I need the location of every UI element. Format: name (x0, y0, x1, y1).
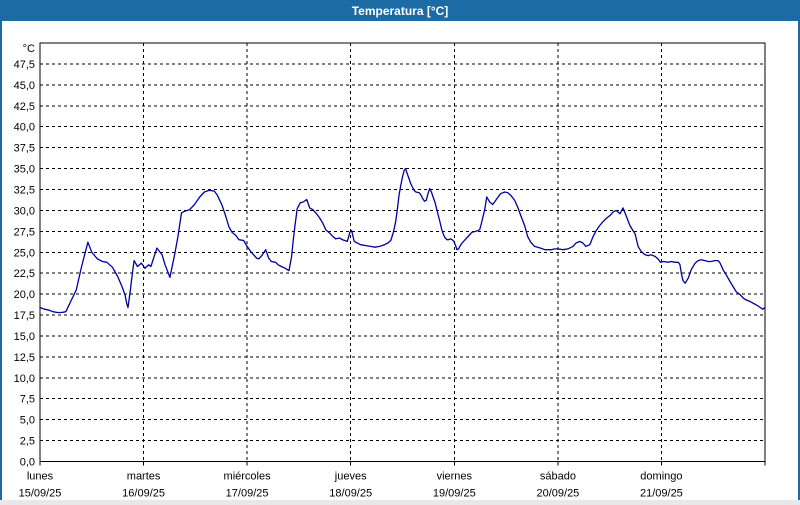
y-tick-label: 15,0 (14, 331, 35, 343)
y-tick-label: 12,5 (14, 352, 35, 364)
y-tick-label: 22,5 (14, 268, 35, 280)
x-day-label: domingo (640, 471, 682, 483)
y-tick-label: 35,0 (14, 164, 35, 176)
y-tick-label: 37,5 (14, 143, 35, 155)
y-tick-label: 40,0 (14, 122, 35, 134)
y-tick-label: 45,0 (14, 80, 35, 92)
y-tick-label: 30,0 (14, 205, 35, 217)
y-tick-label: 10,0 (14, 373, 35, 385)
x-date-label: 19/09/25 (433, 488, 476, 500)
x-day-label: sábado (540, 471, 576, 483)
window-title: Temperatura [°C] (351, 4, 449, 18)
temperature-chart: 47,5 45,0 42,5 40,0 37,5 35,0 32,5 30,0 27,5 25,0… (14, 42, 766, 500)
title-bar: Temperatura [°C] (2, 2, 798, 21)
y-tick-label: 0,0 (20, 457, 35, 469)
x-day-label: jueves (334, 471, 367, 483)
y-tick-label: 42,5 (14, 101, 35, 113)
y-tick-label: 27,5 (14, 226, 35, 238)
x-date-label: 16/09/25 (122, 488, 165, 500)
x-date-label: 18/09/25 (329, 488, 372, 500)
x-date-label: 20/09/25 (536, 488, 579, 500)
y-tick-label: 25,0 (14, 247, 35, 259)
y-tick-label: 5,0 (20, 415, 35, 427)
y-axis-unit-label: °C (23, 43, 35, 55)
x-date-label: 15/09/25 (19, 488, 62, 500)
y-tick-label: 17,5 (14, 310, 35, 322)
temperature-series-line (39, 167, 766, 314)
chart-area: 47,5 45,0 42,5 40,0 37,5 35,0 32,5 30,0 27,5 25,0… (2, 23, 798, 500)
x-day-label: lunes (27, 471, 54, 483)
y-tick-label: 7,5 (20, 394, 35, 406)
plot-frame (39, 42, 766, 462)
x-day-label: miércoles (224, 471, 272, 483)
x-day-label: viernes (437, 471, 473, 483)
x-day-label: martes (127, 471, 161, 483)
x-date-label: 21/09/25 (640, 488, 683, 500)
y-tick-label: 32,5 (14, 185, 35, 197)
y-tick-label: 2,5 (20, 436, 35, 448)
x-date-label: 17/09/25 (226, 488, 269, 500)
y-tick-label: 20,0 (14, 289, 35, 301)
y-tick-label: 47,5 (14, 59, 35, 71)
